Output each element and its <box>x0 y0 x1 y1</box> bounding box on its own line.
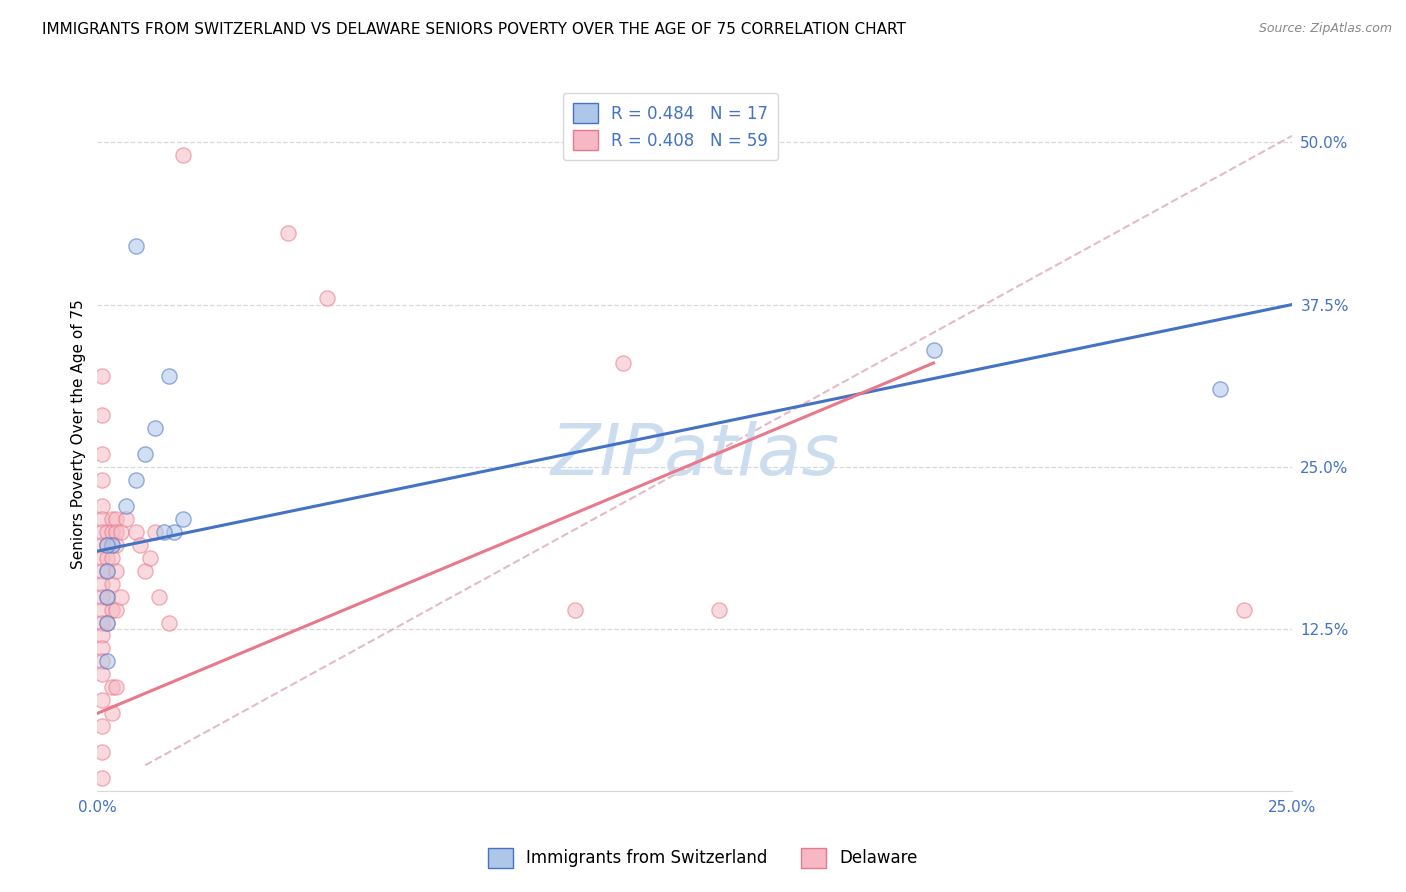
Point <box>96 615 118 630</box>
Point <box>96 590 118 604</box>
Point <box>91 719 114 733</box>
Point <box>143 524 166 539</box>
Point <box>96 524 118 539</box>
Point <box>91 602 114 616</box>
Point <box>91 745 114 759</box>
Point <box>115 511 138 525</box>
Point <box>105 681 128 695</box>
Point <box>96 564 118 578</box>
Legend: R = 0.484   N = 17, R = 0.408   N = 59: R = 0.484 N = 17, R = 0.408 N = 59 <box>564 93 779 161</box>
Point <box>1233 602 1256 616</box>
Point <box>91 667 114 681</box>
Point <box>91 550 114 565</box>
Text: ZIPatlas: ZIPatlas <box>550 421 839 491</box>
Point <box>96 590 118 604</box>
Point <box>96 615 118 630</box>
Point <box>91 447 114 461</box>
Text: Source: ZipAtlas.com: Source: ZipAtlas.com <box>1258 22 1392 36</box>
Point <box>1209 382 1232 396</box>
Point <box>91 473 114 487</box>
Point <box>172 511 194 525</box>
Point <box>124 239 146 253</box>
Point <box>612 356 634 370</box>
Point <box>105 602 128 616</box>
Point <box>922 343 945 357</box>
Point <box>91 576 114 591</box>
Point <box>96 655 118 669</box>
Point <box>100 538 122 552</box>
Point <box>105 511 128 525</box>
Point <box>100 524 122 539</box>
Point <box>110 524 132 539</box>
Point <box>707 602 730 616</box>
Point <box>143 421 166 435</box>
Point <box>96 564 118 578</box>
Point <box>153 524 176 539</box>
Point <box>96 538 118 552</box>
Legend: Immigrants from Switzerland, Delaware: Immigrants from Switzerland, Delaware <box>481 841 925 875</box>
Point <box>100 706 122 721</box>
Point <box>110 590 132 604</box>
Point <box>100 602 122 616</box>
Point <box>91 511 114 525</box>
Point <box>91 693 114 707</box>
Point <box>91 655 114 669</box>
Point <box>157 615 180 630</box>
Point <box>129 538 152 552</box>
Point <box>315 291 337 305</box>
Point <box>100 681 122 695</box>
Point <box>134 564 156 578</box>
Point <box>100 550 122 565</box>
Point <box>148 590 170 604</box>
Point <box>91 771 114 785</box>
Point <box>91 524 114 539</box>
Point <box>564 602 586 616</box>
Point <box>277 226 299 240</box>
Point <box>134 447 156 461</box>
Point <box>91 641 114 656</box>
Y-axis label: Seniors Poverty Over the Age of 75: Seniors Poverty Over the Age of 75 <box>72 300 86 569</box>
Point <box>100 511 122 525</box>
Point <box>163 524 186 539</box>
Point <box>105 538 128 552</box>
Point <box>91 538 114 552</box>
Text: IMMIGRANTS FROM SWITZERLAND VS DELAWARE SENIORS POVERTY OVER THE AGE OF 75 CORRE: IMMIGRANTS FROM SWITZERLAND VS DELAWARE … <box>42 22 905 37</box>
Point <box>100 576 122 591</box>
Point <box>105 524 128 539</box>
Point <box>91 615 114 630</box>
Point <box>157 368 180 383</box>
Point <box>139 550 162 565</box>
Point <box>172 148 194 162</box>
Point <box>91 368 114 383</box>
Point <box>115 499 138 513</box>
Point <box>91 408 114 422</box>
Point <box>91 628 114 642</box>
Point <box>96 538 118 552</box>
Point <box>124 473 146 487</box>
Point <box>96 550 118 565</box>
Point <box>91 499 114 513</box>
Point <box>105 564 128 578</box>
Point <box>91 564 114 578</box>
Point <box>91 590 114 604</box>
Point <box>124 524 146 539</box>
Point <box>100 538 122 552</box>
